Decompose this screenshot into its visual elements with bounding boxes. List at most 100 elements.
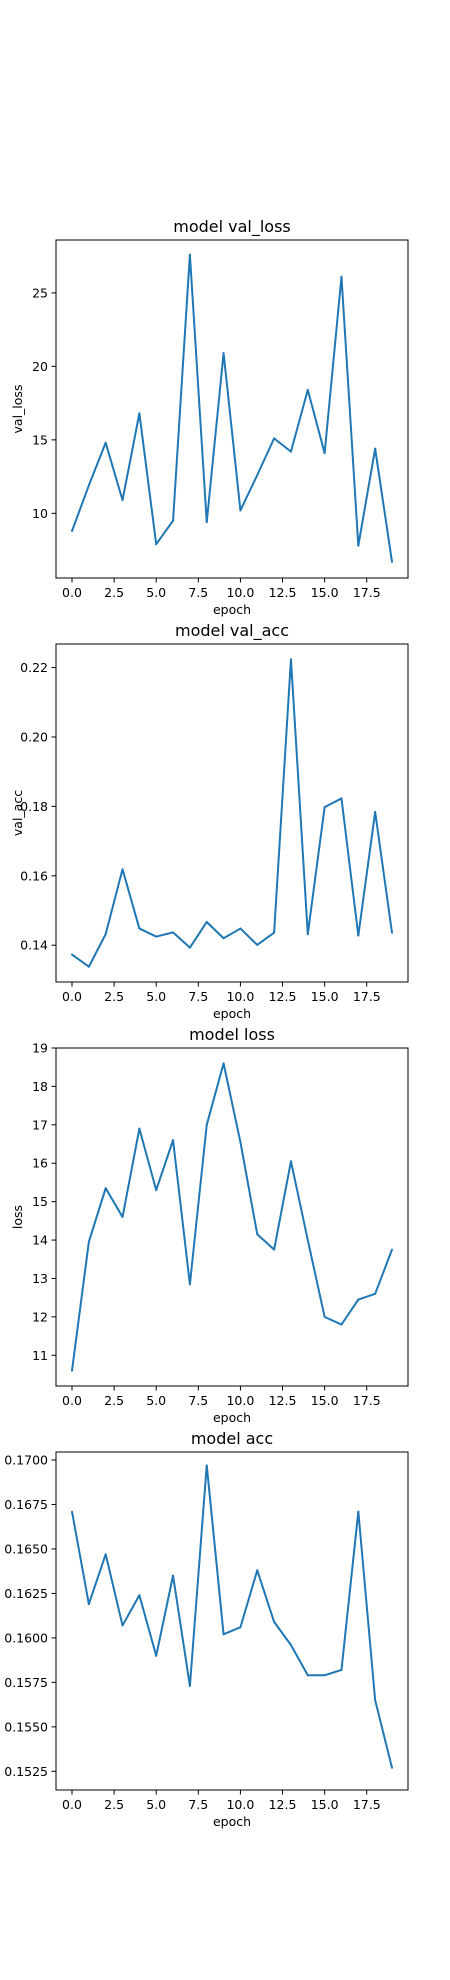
- x-tick-label: 7.5: [188, 585, 208, 600]
- x-tick-label: 7.5: [188, 1393, 208, 1408]
- data-point: [239, 509, 242, 512]
- chart-panel-1: 0.0 2.5 5.0 7.5 10.0 12.5 15.0 17.5 10 15 20 25 mode…: [10, 217, 409, 617]
- chart-title: model val_acc: [175, 621, 289, 641]
- data-point: [391, 560, 393, 563]
- data-point: [222, 1062, 225, 1065]
- y-axis-label: val_loss: [10, 385, 25, 434]
- data-point: [87, 965, 90, 968]
- x-tick-label: 10.0: [226, 1797, 254, 1812]
- y-tick-label: 17: [32, 1117, 48, 1132]
- data-point: [104, 1553, 107, 1556]
- data-point: [138, 1127, 141, 1130]
- x-tick-label: 0.0: [62, 989, 82, 1004]
- y-tick-label: 0.1575: [4, 1675, 48, 1690]
- data-point: [306, 1239, 309, 1242]
- data-point: [155, 935, 158, 938]
- data-point: [121, 1216, 124, 1218]
- data-point: [155, 1189, 158, 1192]
- x-tick-label: 12.5: [269, 989, 297, 1004]
- x-tick-label: 10.0: [226, 1393, 254, 1408]
- series-line: [71, 658, 393, 968]
- y-tick-label: 0.1550: [4, 1719, 48, 1734]
- data-point: [71, 529, 73, 532]
- data-point: [121, 868, 124, 871]
- data-point: [391, 1766, 393, 1769]
- data-point: [222, 1633, 225, 1636]
- data-point: [289, 1644, 292, 1647]
- data-point: [306, 1674, 309, 1677]
- data-point: [256, 943, 259, 946]
- x-tick-label: 15.0: [311, 1393, 339, 1408]
- data-point: [87, 1603, 90, 1606]
- data-point: [87, 1240, 90, 1243]
- data-point: [239, 1141, 242, 1144]
- y-tick-label: 0.20: [20, 730, 48, 745]
- data-point: [323, 1315, 326, 1318]
- x-axis-label: epoch: [213, 1006, 251, 1021]
- y-tick-label: 14: [32, 1233, 48, 1248]
- data-point: [256, 1569, 259, 1572]
- x-tick-label: 5.0: [146, 1393, 166, 1408]
- data-point: [71, 953, 73, 956]
- y-tick-label: 0.22: [20, 660, 48, 675]
- data-point: [289, 450, 292, 453]
- x-tick-label: 15.0: [311, 1797, 339, 1812]
- y-tick-label: 0.18: [20, 799, 48, 814]
- data-point: [172, 519, 175, 522]
- data-point: [374, 810, 377, 813]
- data-point: [121, 1624, 124, 1627]
- y-tick-label: 0.1625: [4, 1586, 48, 1601]
- data-point: [323, 1674, 326, 1677]
- data-point: [222, 352, 225, 355]
- data-point: [357, 934, 360, 937]
- data-point: [256, 1233, 259, 1236]
- y-tick-label: 18: [32, 1079, 48, 1094]
- data-point: [222, 937, 225, 940]
- x-tick-label: 10.0: [226, 585, 254, 600]
- x-tick-label: 17.5: [353, 585, 381, 600]
- y-tick-label: 16: [32, 1156, 48, 1171]
- x-tick-label: 5.0: [146, 989, 166, 1004]
- data-point: [172, 931, 175, 934]
- x-tick-label: 7.5: [188, 1797, 208, 1812]
- data-point: [340, 275, 343, 278]
- x-tick-label: 0.0: [62, 1797, 82, 1812]
- y-axis-label: val_acc: [10, 790, 25, 836]
- data-point: [374, 1699, 377, 1702]
- data-point: [155, 543, 158, 546]
- data-point: [357, 544, 360, 547]
- data-point: [391, 931, 393, 934]
- data-point: [273, 1620, 276, 1623]
- x-tick-label: 2.5: [104, 585, 124, 600]
- y-tick-label: 0.1600: [4, 1630, 48, 1645]
- y-tick-label: 15: [32, 432, 48, 447]
- x-tick-label: 15.0: [311, 585, 339, 600]
- data-point: [340, 797, 343, 800]
- data-point: [205, 521, 208, 524]
- data-point: [138, 412, 141, 415]
- y-tick-label: 15: [32, 1194, 48, 1209]
- data-point: [340, 1323, 343, 1326]
- data-point: [273, 1248, 276, 1251]
- data-point: [172, 1574, 175, 1577]
- series-line: [71, 253, 393, 562]
- data-point: [104, 441, 107, 444]
- data-point: [71, 1369, 73, 1372]
- data-point: [323, 806, 326, 809]
- chart-title: model loss: [189, 1025, 275, 1044]
- y-tick-label: 13: [32, 1271, 48, 1286]
- chart-panel-2: 0.0 2.5 5.0 7.5 10.0 12.5 15.0 17.5 0.14 0.16 0.18…: [10, 621, 409, 1021]
- data-point: [357, 1298, 360, 1301]
- chart-panel-3: 0.0 2.5 5.0 7.5 10.0 12.5 15.0 17.5 11 12 13 14 15 16…: [10, 1025, 409, 1425]
- data-point: [188, 1283, 191, 1286]
- y-tick-label: 11: [32, 1348, 48, 1363]
- x-tick-label: 2.5: [104, 989, 124, 1004]
- x-tick-label: 17.5: [353, 1797, 381, 1812]
- data-point: [340, 1668, 343, 1671]
- data-point: [87, 484, 90, 487]
- data-point: [138, 927, 141, 930]
- y-tick-label: 12: [32, 1309, 48, 1324]
- data-point: [188, 946, 191, 949]
- data-point: [323, 452, 326, 455]
- data-point: [71, 1510, 73, 1513]
